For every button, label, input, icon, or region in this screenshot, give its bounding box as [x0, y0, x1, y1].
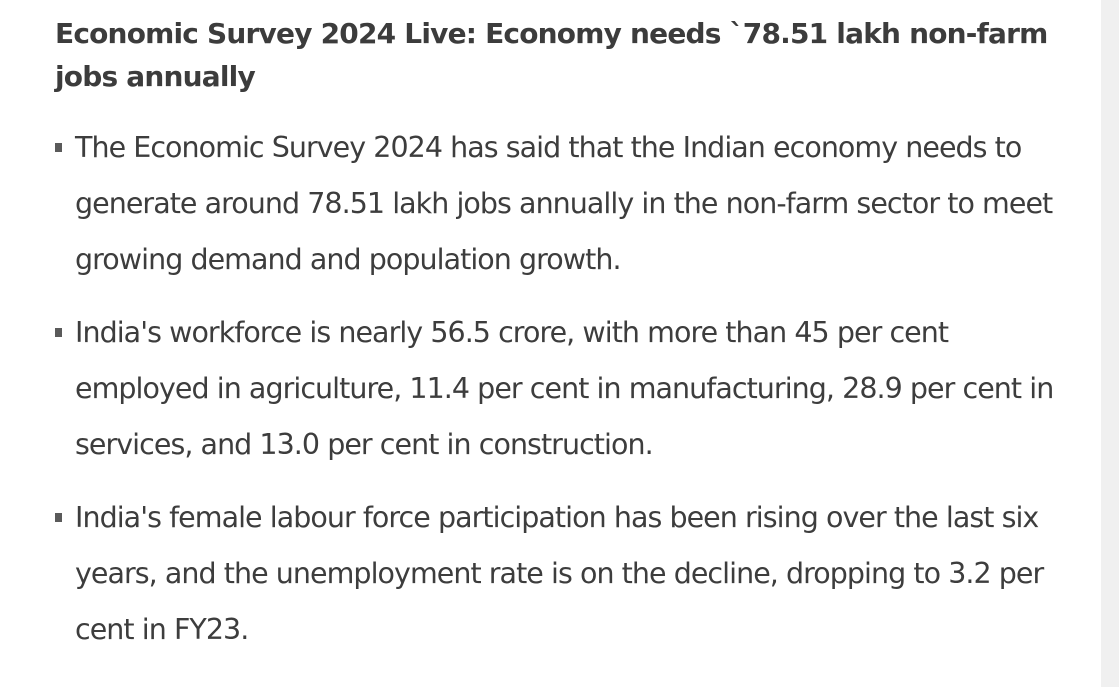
- square-bullet-icon: [55, 328, 62, 337]
- page-scrollbar[interactable]: [1101, 0, 1119, 687]
- bullet-text: The Economic Survey 2024 has said that t…: [75, 131, 1053, 276]
- summary-bullet-list: The Economic Survey 2024 has said that t…: [55, 120, 1081, 658]
- bullet-text: India's female labour force participatio…: [75, 501, 1044, 646]
- bullet-text: India's workforce is nearly 56.5 crore, …: [75, 316, 1054, 461]
- square-bullet-icon: [55, 143, 62, 152]
- square-bullet-icon: [55, 513, 62, 522]
- list-item: India's female labour force participatio…: [55, 490, 1081, 658]
- list-item: The Economic Survey 2024 has said that t…: [55, 120, 1081, 288]
- list-item: India's workforce is nearly 56.5 crore, …: [55, 305, 1081, 473]
- article-headline: Economic Survey 2024 Live: Economy needs…: [55, 17, 1048, 93]
